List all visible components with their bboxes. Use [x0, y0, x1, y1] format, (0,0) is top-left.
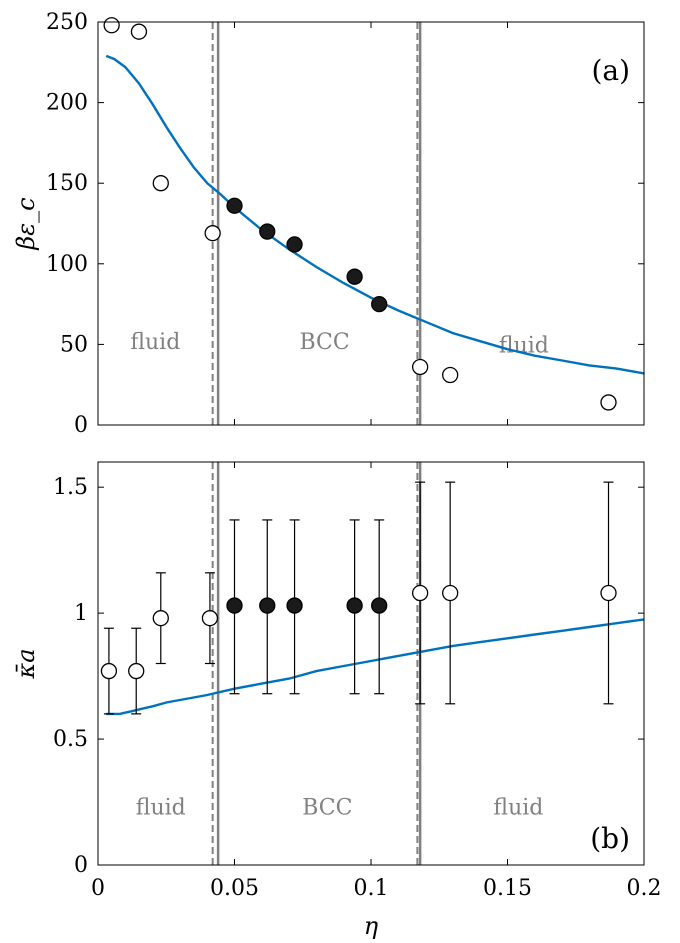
open-point [442, 584, 459, 602]
plot-frame-a [97, 21, 645, 426]
data-points-b [100, 584, 617, 680]
y-tick-label: 250 [46, 10, 88, 35]
x-tick-label: 0.15 [483, 876, 532, 901]
x-tick-label: 0.2 [627, 876, 662, 901]
x-tick-label: 0.1 [354, 876, 389, 901]
region-label: BCC [299, 330, 349, 355]
open-point [152, 610, 169, 627]
filled-point [286, 597, 303, 614]
region-label: fluid [493, 796, 543, 821]
y-axis-label-b: κ̄a [12, 648, 40, 679]
filled-point [371, 295, 388, 313]
filled-point [259, 597, 276, 614]
filled-point [286, 236, 303, 253]
filled-point [346, 268, 363, 285]
y-tick-labels-a: 0 50 100 150 200 250 [46, 10, 88, 438]
region-label: fluid [136, 796, 186, 821]
y-axis-label-a: βε_c [12, 197, 40, 250]
panel-b: fluid BCC fluid 0 0.5 1 1.5 0 0.05 0.1 0.15 0.2 (b… [12, 461, 662, 940]
open-point [600, 394, 617, 411]
region-label: fluid [499, 333, 549, 358]
region-labels-b: fluid BCC fluid [136, 796, 544, 821]
region-label: fluid [130, 330, 180, 355]
tick-labels-b: 0 0.5 1 1.5 0 0.05 0.1 0.15 0.2 [53, 475, 662, 901]
filled-point [226, 597, 243, 614]
open-point [128, 662, 145, 680]
data-points-a [103, 17, 617, 411]
y-tick-label: 1 [74, 601, 88, 626]
theory-curve-a [105, 54, 645, 375]
y-tick-label: 0 [74, 413, 88, 438]
x-tick-label: 0.05 [210, 876, 259, 901]
open-point [442, 366, 459, 384]
y-tick-label: 50 [60, 332, 88, 357]
y-tick-label: 0 [74, 853, 88, 878]
theory-curve [106, 618, 645, 716]
open-point [411, 358, 429, 376]
y-tick-label: 1.5 [53, 475, 88, 500]
tick-marks-a [97, 21, 645, 426]
filled-point [259, 223, 276, 240]
open-point [201, 610, 219, 627]
panel-a: fluid BCC fluid 0 50 100 150 200 250 (a) βε_c [12, 10, 645, 438]
y-tick-label: 200 [46, 91, 88, 116]
x-axis-label: η [364, 912, 379, 940]
open-point [411, 584, 429, 602]
y-tick-label: 0.5 [53, 727, 88, 752]
theory-curve-b [106, 618, 645, 716]
phase-boundaries-a [211, 22, 422, 425]
y-tick-label: 150 [46, 171, 88, 196]
open-point [204, 225, 221, 242]
error-bars-b [103, 481, 614, 715]
theory-curve [105, 54, 645, 375]
filled-point [371, 597, 388, 614]
region-label: BCC [302, 796, 352, 821]
y-tick-label: 100 [46, 252, 88, 277]
open-point [100, 662, 118, 680]
filled-point [346, 597, 363, 614]
x-tick-label: 0 [91, 876, 105, 901]
panel-label-b: (b) [590, 822, 630, 855]
panel-label-a: (a) [591, 54, 630, 87]
region-labels-a: fluid BCC fluid [130, 330, 549, 358]
open-point [152, 175, 169, 192]
open-point [103, 17, 120, 34]
filled-point [226, 197, 243, 214]
open-point [600, 584, 617, 602]
open-point [130, 23, 148, 40]
tick-marks-b [97, 462, 645, 866]
